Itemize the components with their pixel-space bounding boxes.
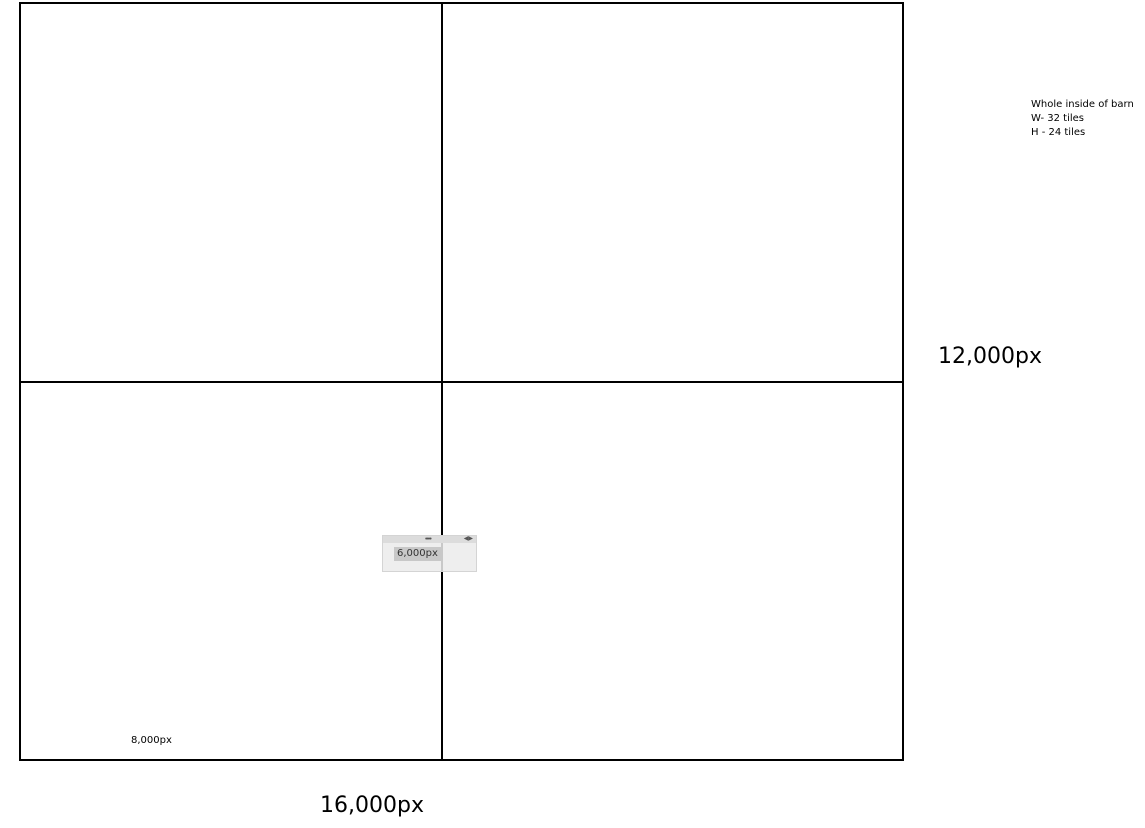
measurement-widget[interactable]: •••• ◀▶ 6,000px (382, 535, 477, 572)
horizontal-divider (19, 381, 904, 383)
bottom-border (19, 759, 904, 761)
total-height-label: 12,000px (938, 344, 1042, 369)
collapse-arrows-icon[interactable]: ◀▶ (463, 536, 473, 542)
barn-notes: Whole inside of barn W- 32 tiles H - 24 … (1031, 98, 1134, 140)
quarter-width-label: 8,000px (131, 735, 172, 746)
notes-line-1: Whole inside of barn (1031, 99, 1134, 110)
notes-line-3: H - 24 tiles (1031, 127, 1086, 138)
vertical-divider (441, 2, 443, 761)
widget-value-field[interactable]: 6,000px (394, 547, 441, 561)
total-width-label: 16,000px (320, 793, 424, 818)
widget-drag-handle[interactable]: •••• ◀▶ (383, 536, 476, 543)
grip-dots-icon[interactable]: •••• (425, 536, 432, 543)
notes-line-2: W- 32 tiles (1031, 113, 1085, 124)
top-border (19, 2, 904, 4)
